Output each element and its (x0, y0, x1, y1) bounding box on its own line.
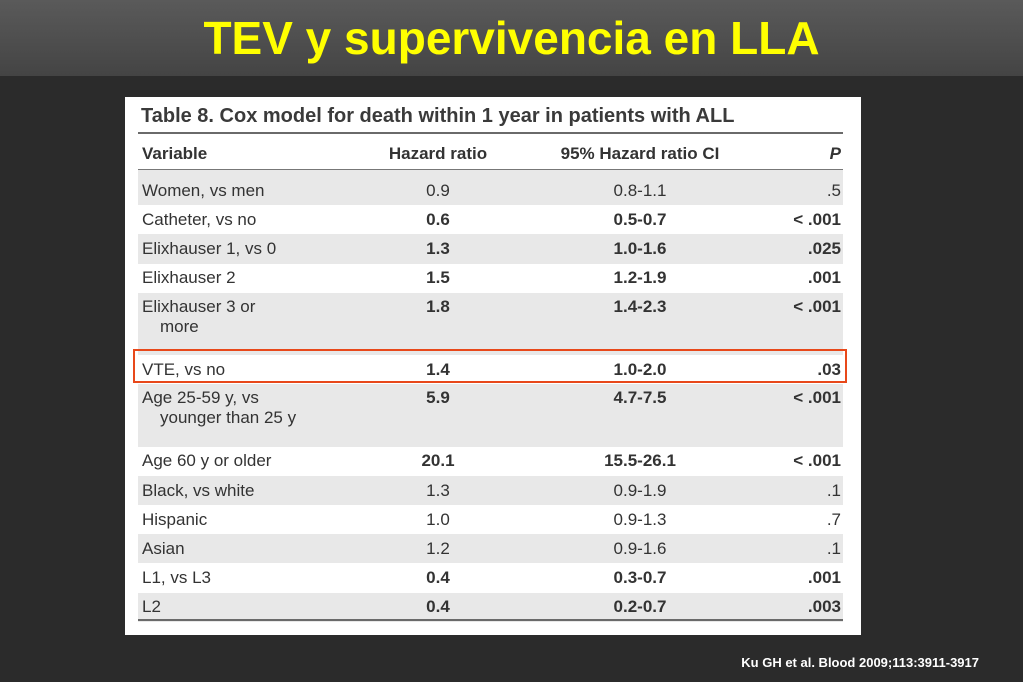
cell-variable: Asian (138, 534, 352, 564)
cell-p-value: .03 (817, 359, 841, 379)
cell-variable: Women, vs men (138, 169, 352, 206)
cell-p-value: .1 (756, 534, 843, 564)
table-row: L2 0.4 0.2-0.7.003 (138, 592, 843, 622)
variable-label: Elixhauser 2 (142, 268, 236, 288)
cell-variable: Hispanic (138, 505, 352, 534)
table-row: Age 25-59 y, vs younger than 25 y 5.9 4.7-7… (138, 384, 843, 447)
citation: Ku GH et al. Blood 2009;113:3911-3917 (741, 655, 979, 670)
cell-ci: 0.9-1.9 (524, 475, 756, 506)
variable-label: Black, vs white (142, 480, 255, 500)
table-panel: Table 8. Cox model for death within 1 ye… (125, 97, 861, 635)
cell-hazard-ratio: 0.4 (426, 568, 450, 588)
cell-ci: 1.4-2.3 (524, 292, 756, 356)
cell-hazard-ratio: 1.3 (352, 234, 524, 264)
variable-label-continued: more (160, 316, 199, 336)
cell-ci: 1.2-1.9 (613, 268, 667, 288)
variable-label: Elixhauser 1, vs 0 (142, 238, 277, 258)
cell-variable: Catheter, vs no (138, 205, 352, 234)
table-row: Elixhauser 3 or more 1.8 1.4-2.3 < .001 (138, 292, 843, 356)
cell-ci: 1.0-2.0 (613, 359, 667, 379)
cell-variable: L1, vs L3 (138, 563, 352, 592)
cell-p-value: .025 (756, 234, 843, 264)
cell-p-value: .001 (807, 568, 841, 588)
cell-p-value: < .001 (793, 209, 841, 229)
cell-variable: Elixhauser 3 or more (138, 292, 352, 356)
cell-hazard-ratio: 0.6 (426, 209, 450, 229)
variable-label-continued: younger than 25 y (160, 408, 297, 428)
cell-variable: Elixhauser 2 (138, 264, 352, 293)
table-row: Elixhauser 2 1.5 1.2-1.9 .001 (138, 264, 843, 293)
cell-p-value: .003 (756, 592, 843, 622)
variable-label: Age 25-59 y, vs (142, 388, 259, 408)
cox-table: Variable Hazard ratio 95% Hazard ratio C… (138, 138, 843, 622)
column-header-variable: Variable (138, 138, 352, 170)
table-caption: Table 8. Cox model for death within 1 ye… (141, 105, 735, 127)
cell-p-value: .7 (826, 509, 841, 529)
variable-label: VTE, vs no (142, 359, 226, 379)
table-row: Age 60 y or older 20.1 15.5-26.1 < .001 (138, 447, 843, 476)
cell-hazard-ratio: 1.8 (352, 292, 524, 356)
column-header-p: P (756, 138, 843, 170)
cell-p-value: < .001 (756, 292, 843, 356)
vte-row-highlight (133, 349, 847, 383)
variable-label: Women, vs men (142, 180, 265, 200)
cell-ci: 0.3-0.7 (613, 568, 667, 588)
variable-label: Elixhauser 3 or (142, 296, 256, 316)
cell-variable: Elixhauser 1, vs 0 (138, 234, 352, 264)
variable-label: Catheter, vs no (142, 209, 257, 229)
cell-ci: 0.8-1.1 (524, 169, 756, 206)
variable-label: L1, vs L3 (142, 568, 211, 588)
variable-label: Hispanic (142, 509, 208, 529)
cell-ci: 0.9-1.3 (613, 509, 667, 529)
table-row: Black, vs white 1.3 0.9-1.9.1 (138, 475, 843, 506)
variable-label: Age 60 y or older (142, 451, 272, 471)
table-row: Catheter, vs no 0.6 0.5-0.7 < .001 (138, 205, 843, 234)
table-row: Asian 1.2 0.9-1.6.1 (138, 534, 843, 564)
table-header-row: Variable Hazard ratio 95% Hazard ratio C… (138, 138, 843, 170)
table-body: Women, vs men 0.9 0.8-1.1.5 Catheter, vs no… (138, 169, 843, 622)
cell-ci: 1.0-1.6 (524, 234, 756, 264)
cell-ci: 0.5-0.7 (613, 209, 667, 229)
column-header-ci: 95% Hazard ratio CI (524, 138, 756, 170)
cell-variable: Black, vs white (138, 475, 352, 506)
cell-p-value: < .001 (793, 451, 841, 471)
column-header-hazard-ratio: Hazard ratio (352, 138, 524, 170)
cell-hazard-ratio: 0.9 (352, 169, 524, 206)
cell-variable: L2 (138, 592, 352, 622)
cell-hazard-ratio: 5.9 (352, 384, 524, 447)
cell-ci: 0.9-1.6 (524, 534, 756, 564)
table-row: L1, vs L3 0.4 0.3-0.7 .001 (138, 563, 843, 592)
table-row: Women, vs men 0.9 0.8-1.1.5 (138, 169, 843, 206)
cell-hazard-ratio: 1.3 (352, 475, 524, 506)
cell-hazard-ratio: 1.5 (426, 268, 450, 288)
cell-ci: 4.7-7.5 (524, 384, 756, 447)
top-rule (138, 132, 843, 134)
table-row: Hispanic 1.0 0.9-1.3 .7 (138, 505, 843, 534)
bottom-rule (138, 619, 843, 621)
cell-p-value: .5 (756, 169, 843, 206)
cell-p-value: .1 (756, 475, 843, 506)
cell-p-value: < .001 (756, 384, 843, 447)
cell-p-value: .001 (807, 268, 841, 288)
variable-label: Asian (142, 538, 185, 558)
cell-variable: Age 25-59 y, vs younger than 25 y (138, 384, 352, 447)
cell-hazard-ratio: 1.0 (426, 509, 450, 529)
cell-variable: VTE, vs no (138, 355, 352, 384)
cell-hazard-ratio: 20.1 (421, 451, 455, 471)
cell-ci: 0.2-0.7 (524, 592, 756, 622)
cell-variable: Age 60 y or older (138, 447, 352, 476)
cell-hazard-ratio: 0.4 (352, 592, 524, 622)
slide-title: TEV y supervivencia en LLA (203, 12, 820, 64)
cell-hazard-ratio: 1.4 (426, 359, 450, 379)
title-bar (0, 0, 1023, 76)
variable-label: L2 (142, 597, 161, 617)
table-row: Elixhauser 1, vs 0 1.3 1.0-1.6.025 (138, 234, 843, 264)
cell-ci: 15.5-26.1 (604, 451, 676, 471)
table-row: VTE, vs no 1.4 1.0-2.0 .03 (138, 355, 843, 384)
cell-hazard-ratio: 1.2 (352, 534, 524, 564)
